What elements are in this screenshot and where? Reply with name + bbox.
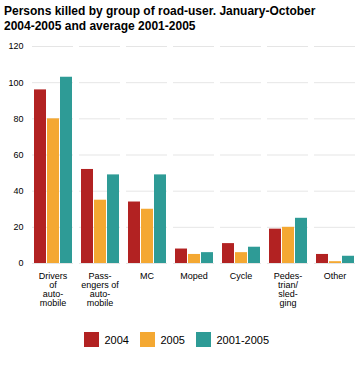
svg-text:Pedes-trian/sled-ging: Pedes-trian/sled-ging [274,271,303,308]
svg-text:60: 60 [13,150,23,160]
svg-text:Driversofauto-mobile: Driversofauto-mobile [39,271,68,308]
html-text:Persons killed by group of roa: Persons killed by group of road-user. Ja… [4,4,316,33]
html-text:2001-2005: 2001-2005 [216,333,269,346]
svg-text:Cycle: Cycle [230,271,253,281]
svg-text:MC: MC [140,271,154,281]
svg-text:120: 120 [8,41,23,51]
svg-text:40: 40 [13,186,23,196]
svg-text:80: 80 [13,114,23,124]
svg-text:20: 20 [13,222,23,232]
svg-text:100: 100 [8,78,23,88]
html-text:2004: 2004 [104,333,129,346]
svg-text:Moped: Moped [180,271,208,281]
html-text:2005: 2005 [160,333,185,346]
svg-text:0: 0 [18,258,23,268]
svg-text:Pass-engers ofauto-mobile: Pass-engers ofauto-mobile [81,271,119,308]
svg-text:Other: Other [324,271,347,281]
